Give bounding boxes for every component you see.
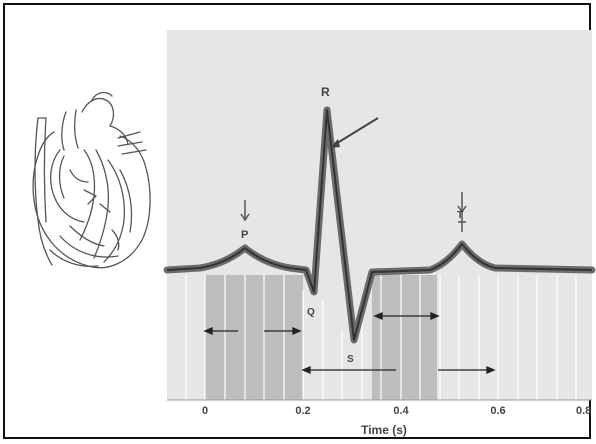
shaded-band-st xyxy=(372,275,437,400)
x-tick-label: 0.2 xyxy=(295,405,310,417)
r-pointer-arrowhead xyxy=(330,139,340,148)
x-tick-label: 0.8 xyxy=(576,405,591,417)
x-axis-title: Time (s) xyxy=(361,423,407,437)
wave-label-r: R xyxy=(321,85,330,99)
wave-label-t: T xyxy=(457,210,463,221)
wave-label-p: P xyxy=(241,229,248,241)
x-tick-label: 0.4 xyxy=(393,405,409,417)
ecg-trace-core xyxy=(166,109,593,341)
x-tick-label: 0.6 xyxy=(490,405,505,417)
interval-arrows xyxy=(203,312,496,374)
wave-label-s: S xyxy=(347,354,354,365)
x-tick-label: 0 xyxy=(202,405,208,417)
p-marker xyxy=(240,200,250,222)
vertical-gridlines xyxy=(185,275,577,400)
r-pointer-line xyxy=(333,117,379,146)
t-marker xyxy=(457,192,467,232)
heart-anatomy-icon xyxy=(32,91,151,269)
wave-label-q: Q xyxy=(307,307,315,318)
shaded-band-p xyxy=(205,275,303,400)
